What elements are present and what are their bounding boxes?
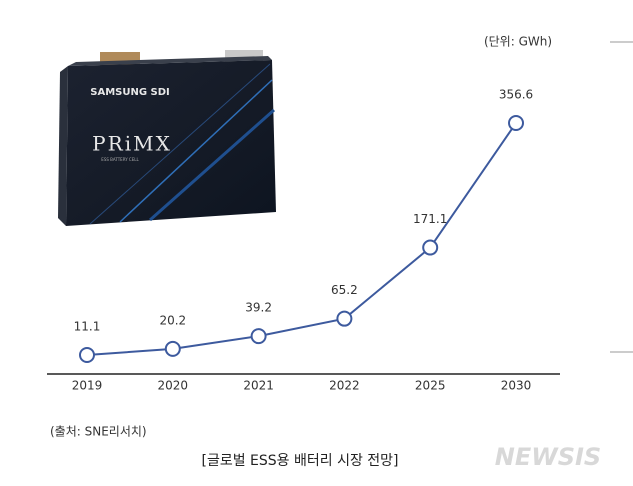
- data-label: 171.1: [413, 212, 447, 226]
- point: [422, 239, 439, 256]
- battery-image: SAMSUNG SDI PRiMX ESS BATTERY CELL: [58, 50, 276, 226]
- x-tick-label: 2022: [329, 379, 360, 393]
- x-tick-label: 2020: [158, 379, 189, 393]
- brand: SAMSUNG SDI: [90, 87, 170, 98]
- point: [336, 310, 353, 327]
- unit-note: (단위: GWh): [484, 35, 552, 49]
- point: [164, 340, 181, 357]
- battery-top: [68, 56, 272, 66]
- data-label: 20.2: [159, 313, 186, 327]
- x-tick-label: 2030: [501, 379, 532, 393]
- data-label: 39.2: [245, 301, 272, 315]
- point: [250, 328, 267, 345]
- source: (출처: SNE리서치): [50, 425, 147, 439]
- point: [79, 347, 95, 363]
- x-tick-label: 2021: [243, 379, 274, 393]
- decor-line: [119, 79, 273, 223]
- product-subtitle: ESS BATTERY CELL: [101, 157, 139, 162]
- line: [86, 122, 517, 356]
- x-tick-label: 2025: [415, 379, 446, 393]
- point: [508, 115, 524, 131]
- x-tick-label: 2019: [72, 379, 103, 393]
- caption: [글로벌 ESS용 배터리 시장 전망]: [201, 453, 398, 469]
- product-name: PRiMX: [92, 132, 172, 156]
- decor-line: [89, 63, 271, 225]
- plot: 2019 2020 2021 2022 2025 2030 11.1 20.2 39.2 65.2…: [72, 88, 533, 393]
- battery-body: [66, 60, 276, 226]
- battery-side: [58, 66, 68, 226]
- data-label: 11.1: [74, 320, 101, 334]
- data-label: 356.6: [499, 88, 533, 102]
- decor-line: [149, 108, 275, 222]
- data-label: 65.2: [331, 283, 358, 297]
- watermark: NEWSIS: [495, 443, 601, 471]
